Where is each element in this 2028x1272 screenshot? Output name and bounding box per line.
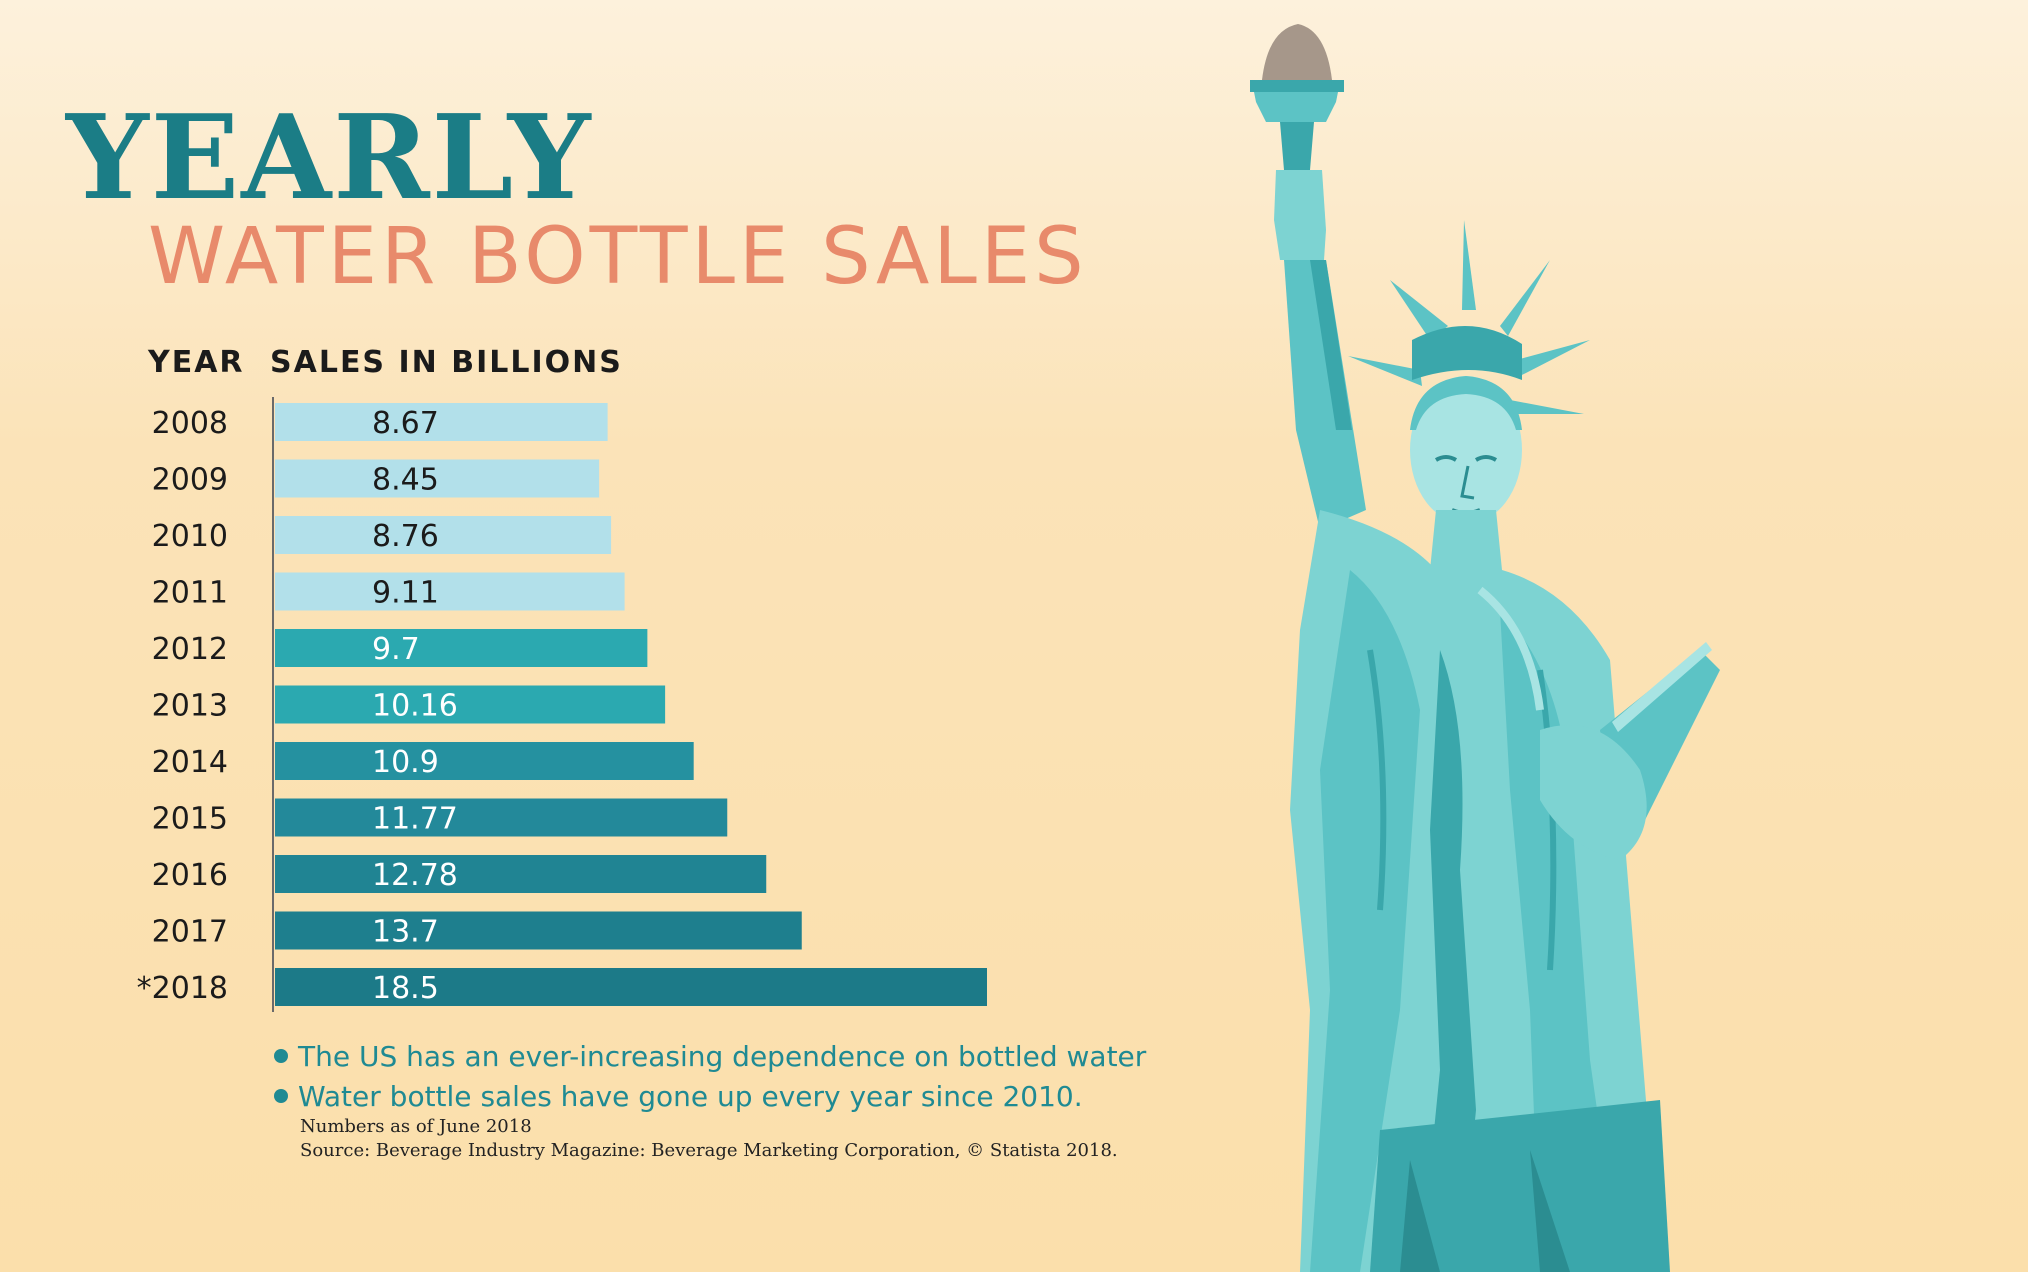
bar-value-label: 10.16 [372,689,458,724]
bullet-dot-icon [274,1089,288,1103]
bar [275,968,987,1006]
chart-subtitle: WATER BOTTLE SALES [148,212,1088,302]
bar [275,855,767,893]
bar-chart: 2008 8.67 2009 8.45 2010 8.76 2011 9.11 2012 9.7 2… [137,397,987,1012]
y-tick-label: *2018 [137,971,228,1006]
y-tick-label: 2013 [152,689,228,724]
bar-value-label: 12.78 [372,858,458,893]
bar [275,572,625,611]
y-tick-label: 2009 [152,463,228,498]
bar-value-label: 13.7 [372,915,439,950]
as-of-note: Numbers as of June 2018 [300,1116,532,1137]
bar-value-label: 9.11 [372,576,439,611]
bar [275,685,666,724]
y-tick-label: 2015 [152,802,228,837]
bar-value-label: 9.7 [372,632,420,667]
bar-value-label: 8.45 [372,463,439,498]
bar [275,798,728,837]
statue-of-liberty-icon [1250,24,1720,1272]
bar-value-label: 18.5 [372,971,439,1006]
bullet-text: Water bottle sales have gone up every ye… [298,1079,1083,1113]
bullet-dot-icon [274,1049,288,1063]
bar [275,403,608,441]
bullet-text: The US has an ever-increasing dependence… [298,1039,1147,1073]
bar [275,459,600,498]
bullet-item: The US has an ever-increasing dependence… [274,1036,1146,1076]
bar-value-label: 10.9 [372,745,439,780]
chart-title: YEARLY [66,90,593,226]
bar-value-label: 8.76 [372,519,439,554]
y-tick-label: 2016 [152,858,228,893]
y-tick-label: 2011 [152,576,228,611]
bullet-list: The US has an ever-increasing dependence… [274,1036,1146,1116]
bar [275,629,648,667]
bar-value-label: 8.67 [372,406,439,441]
year-column-header: YEAR [148,345,245,380]
y-tick-label: 2008 [152,406,228,441]
bar-value-label: 11.77 [372,802,458,837]
bullet-item: Water bottle sales have gone up every ye… [274,1076,1146,1116]
bar [275,516,612,554]
bar [275,742,694,780]
source-note: Source: Beverage Industry Magazine: Beve… [300,1140,1118,1161]
y-tick-label: 2010 [152,519,228,554]
y-tick-label: 2017 [152,915,228,950]
sales-column-header: SALES IN BILLIONS [270,345,623,380]
bar [275,911,802,950]
y-tick-label: 2012 [152,632,228,667]
y-tick-label: 2014 [152,745,228,780]
